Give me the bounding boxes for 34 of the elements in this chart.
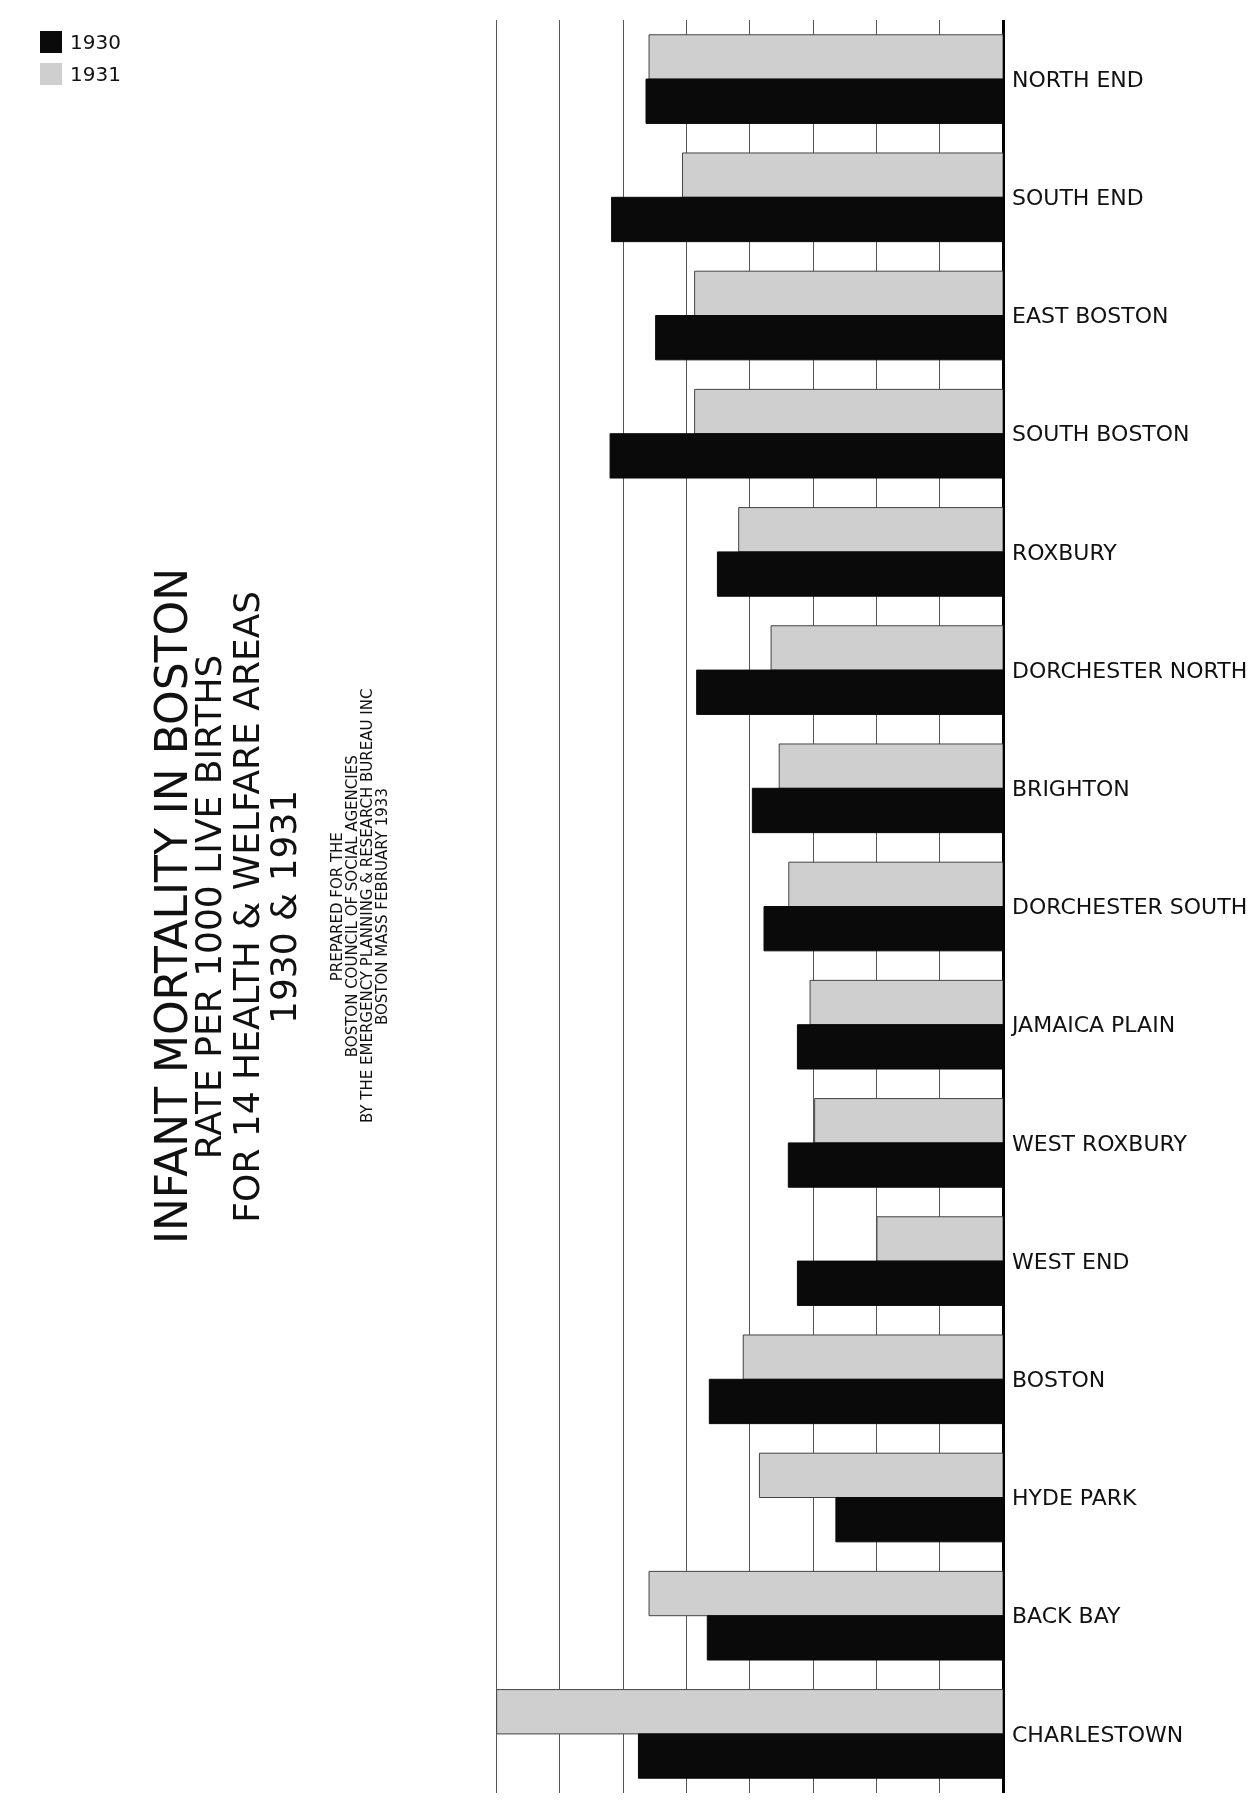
y-tick-label: SOUTH BOSTON [1012, 421, 1190, 447]
legend-label: 1930 [70, 30, 121, 54]
y-tick-label: WEST END [1012, 1248, 1130, 1274]
bar [814, 1098, 1003, 1144]
y-tick-label: EAST BOSTON [1012, 303, 1169, 329]
bar [758, 1452, 1003, 1498]
bar [694, 388, 1003, 435]
y-tick-label: BACK BAY [1012, 1603, 1121, 1629]
bar [681, 152, 1003, 198]
legend-label: 1931 [70, 62, 121, 86]
bar [648, 34, 1003, 80]
y-tick-label: CHARLESTOWN [1012, 1721, 1184, 1747]
bar [788, 861, 1003, 907]
y-tick-label: BOSTON [1012, 1367, 1106, 1392]
y-tick-label: BRIGHTON [1012, 776, 1130, 801]
bar [648, 1570, 1003, 1617]
y-tick-label: SOUTH END [1012, 185, 1144, 210]
y-tick-label: ROXBURY [1012, 539, 1118, 565]
y-tick-label: NORTH END [1012, 66, 1144, 92]
bar [694, 270, 1003, 316]
bar [738, 507, 1003, 553]
bar [778, 743, 1003, 789]
y-tick-label: DORCHESTER NORTH [1012, 657, 1248, 683]
bar [770, 625, 1003, 671]
bar [809, 979, 1003, 1026]
bar [876, 1216, 1003, 1262]
bar [742, 1334, 1003, 1380]
text: INFANT MORTALITY IN BOSTON RATE PER 1000 LIVE BIRTHS FOR 14 HEALTH & WELFARE AREAS 1930 & 1931 [146, 567, 304, 1245]
bar [496, 1689, 1003, 1735]
y-tick-label: HYDE PARK [1012, 1485, 1138, 1511]
y-tick-label: DORCHESTER SOUTH [1012, 894, 1248, 920]
y-tick-label: JAMAICA PLAIN [1010, 1012, 1176, 1038]
text: PREPARED FOR THE BOSTON COUNCIL OF SOCIAL AGENCIES BY THE EMERGENCY PLANNING & RESEARCH BUREAU INC BOSTON MASS FEBRUARY 1933 [328, 688, 392, 1124]
y-tick-label: WEST ROXBURY [1012, 1130, 1188, 1156]
